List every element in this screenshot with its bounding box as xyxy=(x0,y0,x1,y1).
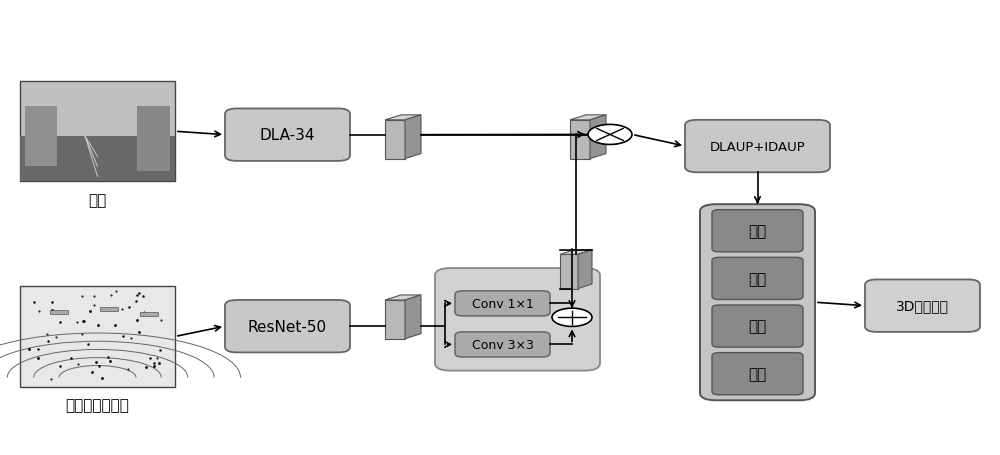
Polygon shape xyxy=(385,295,421,300)
Text: ResNet-50: ResNet-50 xyxy=(248,319,327,334)
Text: 毫米波雷达点云: 毫米波雷达点云 xyxy=(66,398,129,412)
Polygon shape xyxy=(405,295,421,339)
Polygon shape xyxy=(578,250,592,289)
Bar xyxy=(20,287,175,387)
FancyBboxPatch shape xyxy=(712,210,803,252)
Polygon shape xyxy=(385,121,405,159)
Circle shape xyxy=(588,125,632,145)
Polygon shape xyxy=(405,116,421,159)
Text: 速度: 速度 xyxy=(748,271,767,286)
Bar xyxy=(25,107,57,167)
FancyBboxPatch shape xyxy=(685,121,830,173)
Text: Conv 1×1: Conv 1×1 xyxy=(472,297,533,310)
FancyBboxPatch shape xyxy=(225,109,350,162)
Polygon shape xyxy=(385,116,421,121)
FancyBboxPatch shape xyxy=(712,305,803,348)
FancyBboxPatch shape xyxy=(455,291,550,316)
Text: 类别: 类别 xyxy=(748,224,767,239)
FancyBboxPatch shape xyxy=(712,353,803,395)
Circle shape xyxy=(552,308,592,327)
FancyBboxPatch shape xyxy=(455,332,550,357)
Text: 边框: 边框 xyxy=(748,319,767,334)
FancyBboxPatch shape xyxy=(700,205,815,400)
Polygon shape xyxy=(570,121,590,159)
Bar xyxy=(50,310,68,315)
Text: 图像: 图像 xyxy=(88,193,107,207)
FancyBboxPatch shape xyxy=(865,280,980,332)
Bar xyxy=(20,82,175,182)
Polygon shape xyxy=(385,300,405,339)
Polygon shape xyxy=(560,250,592,255)
Polygon shape xyxy=(590,116,606,159)
Bar xyxy=(100,307,118,312)
Bar xyxy=(20,137,175,182)
Text: 3D信息解码: 3D信息解码 xyxy=(896,299,949,313)
FancyBboxPatch shape xyxy=(435,268,600,371)
Text: Conv 3×3: Conv 3×3 xyxy=(472,338,533,351)
Bar xyxy=(140,312,158,317)
Text: 位置: 位置 xyxy=(748,366,767,381)
FancyBboxPatch shape xyxy=(712,258,803,300)
Polygon shape xyxy=(570,116,606,121)
FancyBboxPatch shape xyxy=(225,300,350,353)
Bar xyxy=(137,107,170,172)
Polygon shape xyxy=(560,255,578,289)
Text: DLA-34: DLA-34 xyxy=(260,128,315,143)
Text: DLAUP+IDAUP: DLAUP+IDAUP xyxy=(710,140,805,153)
